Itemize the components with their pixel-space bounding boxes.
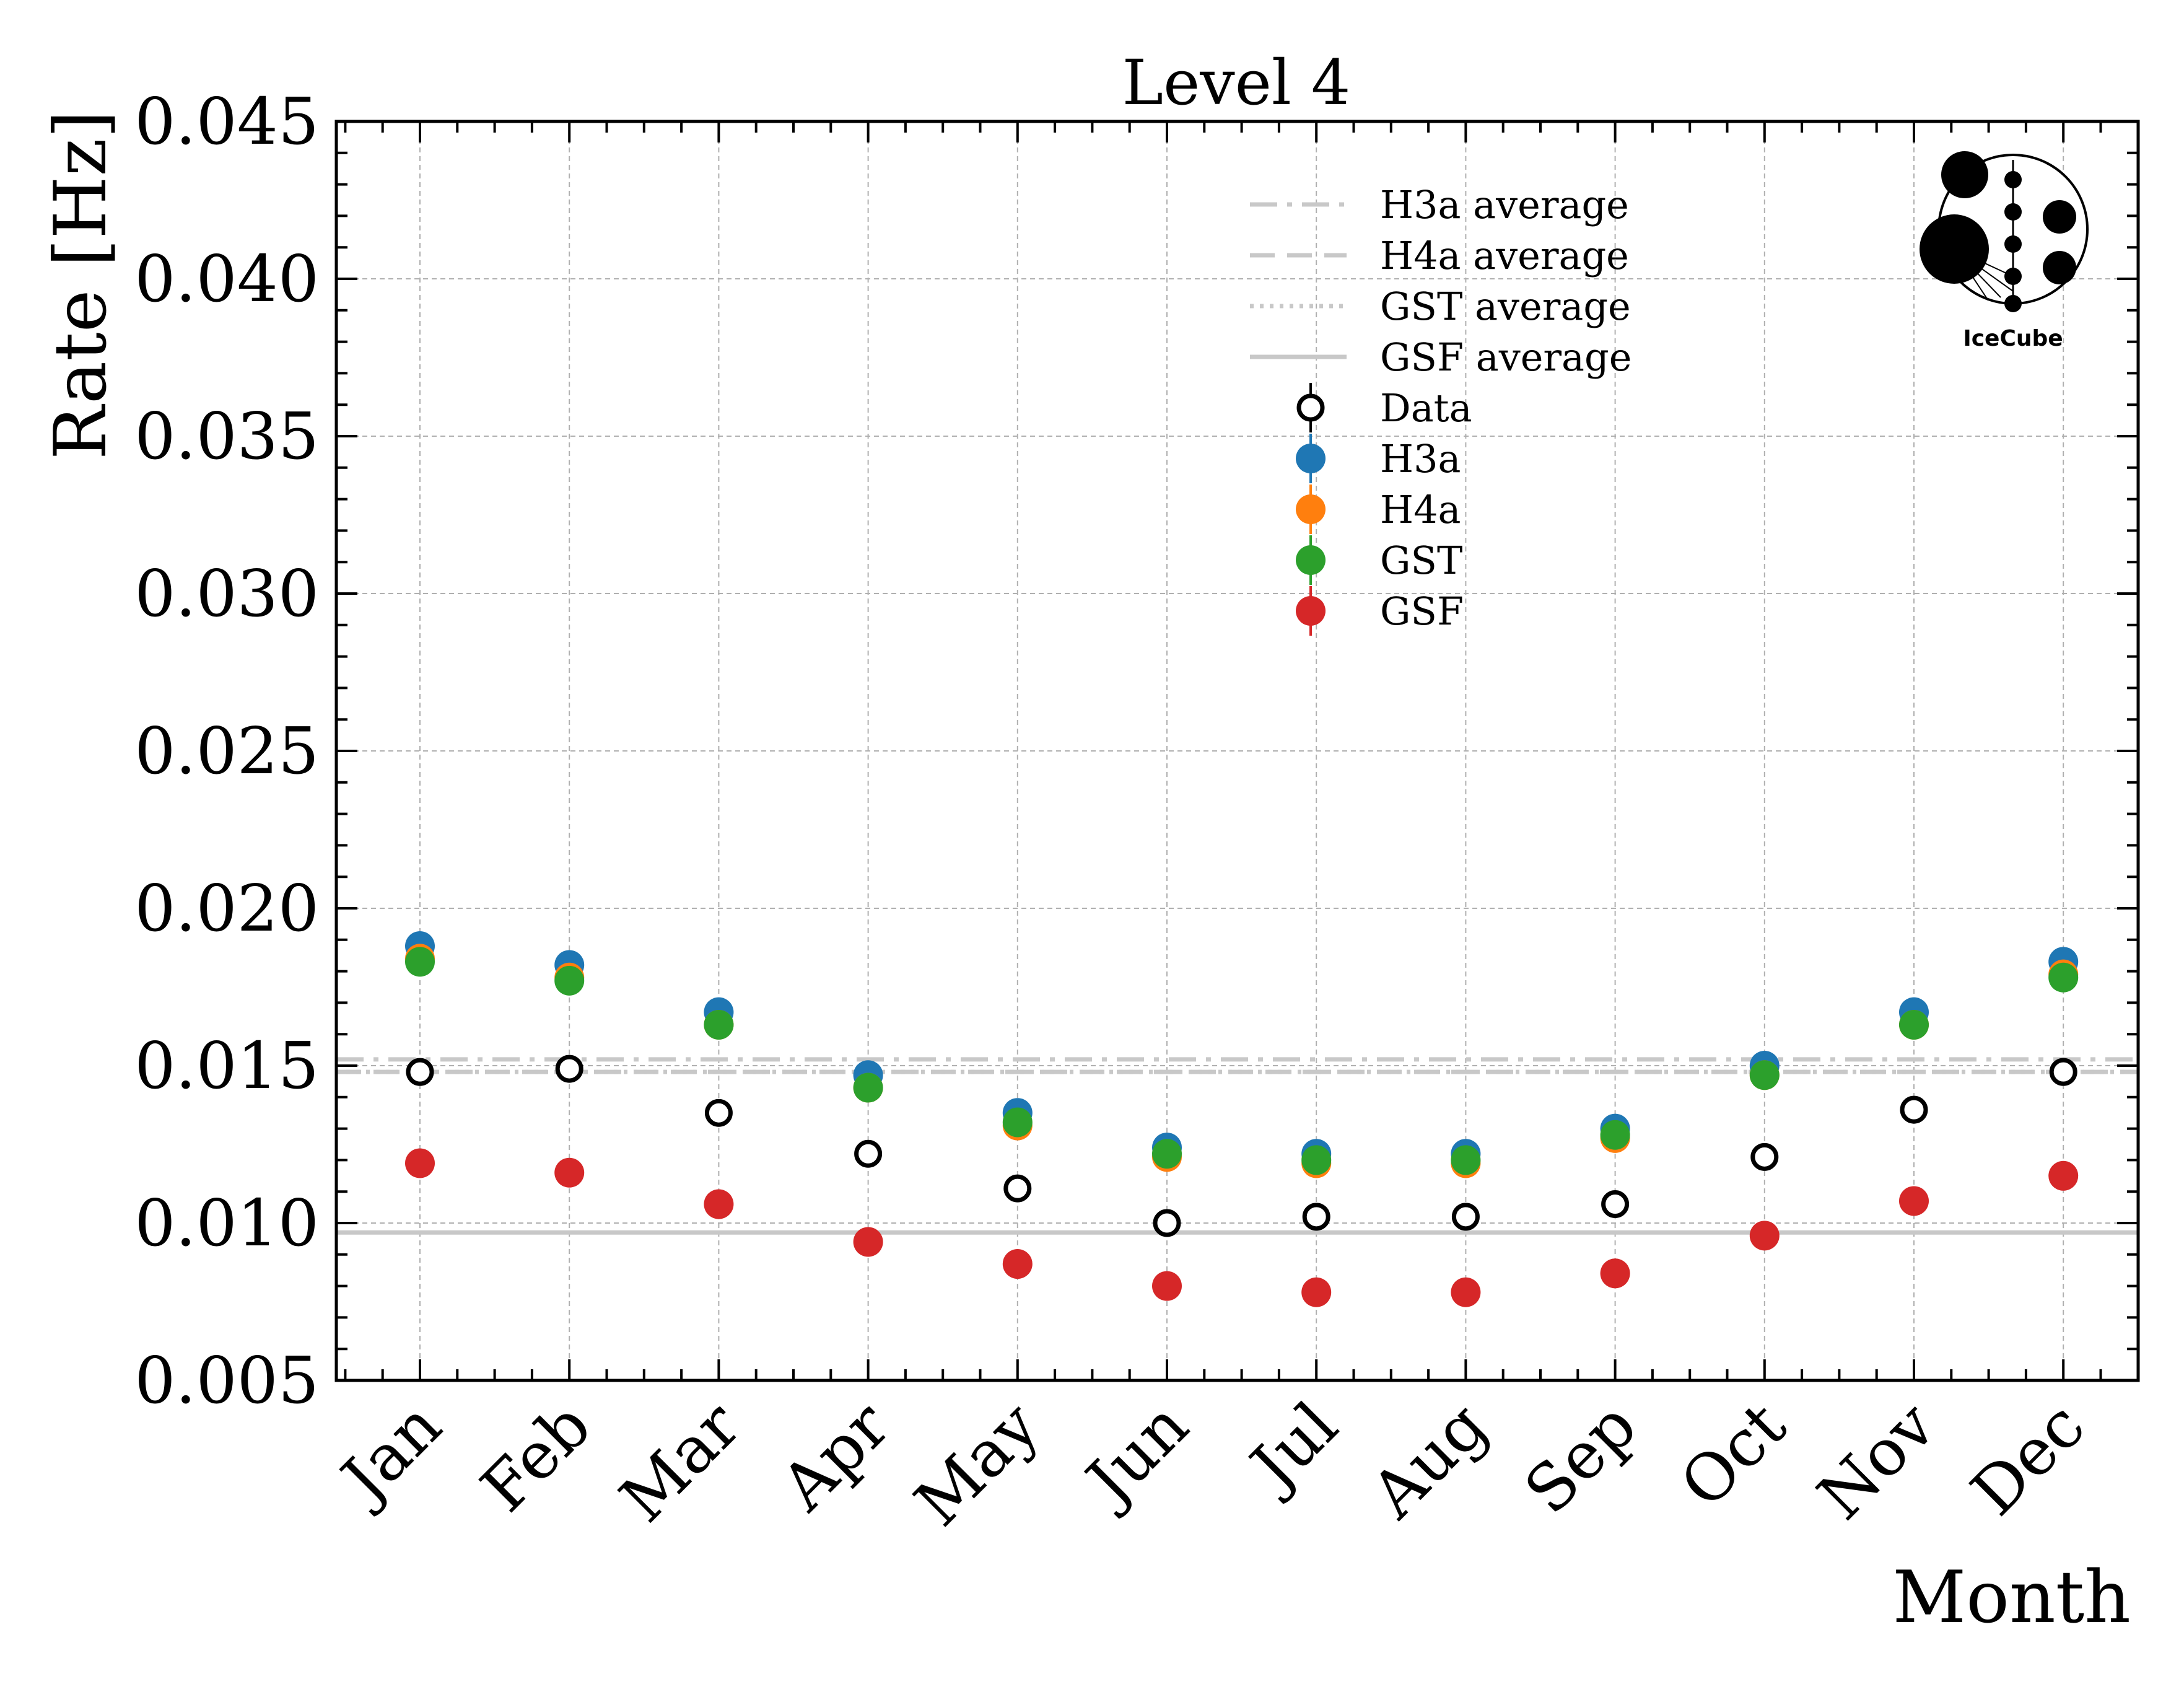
x-tick-label: Jun [1068,1387,1203,1522]
legend-marker [1296,494,1326,524]
data-point-gst [1600,1120,1630,1150]
data-point-gst [2048,962,2079,993]
data-point-data [1003,1174,1032,1203]
x-tick-label: Aug [1356,1387,1502,1533]
icecube-logo-text: IceCube [1963,326,2063,351]
legend-marker [1296,596,1326,626]
data-points [405,931,2079,1307]
data-point-gst [405,947,435,977]
x-tick-label: Apr [766,1387,904,1525]
legend-marker [1296,545,1326,575]
data-point-data [1153,1209,1181,1237]
legend-label: GST average [1380,284,1631,329]
y-tick-label: 0.045 [134,84,319,159]
x-tick-label: Nov [1803,1387,1950,1534]
data-point-data [704,1099,733,1127]
legend-label: GSF [1380,589,1464,634]
data-point-gsf [1301,1277,1332,1307]
data-point-gst [1002,1107,1033,1138]
data-point-gst [554,965,585,996]
data-point-gsf [853,1227,883,1257]
data-point-data [1451,1203,1480,1231]
legend-label: GST [1380,538,1462,583]
data-point-gst [1451,1145,1481,1175]
average-lines [336,1057,2138,1235]
x-axis-label: Month [1892,1556,2131,1639]
data-point-data [555,1055,583,1083]
y-tick-labels: 0.005 0.010 0.015 0.020 0.025 0.030 0.035 0.040… [134,84,319,1418]
data-point-gsf [704,1189,734,1219]
data-point-gsf [405,1148,435,1178]
plot-frame [334,120,2140,1382]
x-tick-label: Dec [1957,1387,2099,1530]
data-point-data [2049,1058,2077,1086]
y-tick-label: 0.015 [134,1028,319,1103]
icecube-logo: IceCube [1920,151,2089,351]
x-tick-label: Mar [606,1387,755,1537]
legend: H3a average H4a average GST average GSF ave… [1250,182,1631,636]
data-point-gst [1301,1145,1332,1175]
x-tick-label: May [901,1387,1054,1540]
legend-label: H3a [1380,436,1461,481]
chart-title: Level 4 [1122,46,1351,119]
y-tick-label: 0.035 [134,398,319,474]
y-tick-label: 0.010 [134,1185,319,1261]
data-point-data [1900,1095,1928,1124]
y-tick-label: 0.020 [134,871,319,946]
data-point-gst [1152,1139,1182,1169]
data-point-data [854,1139,883,1168]
data-point-gst [853,1072,883,1103]
data-point-data [1302,1203,1330,1231]
data-point-gsf [1749,1221,1780,1251]
x-tick-label: Jul [1233,1387,1352,1507]
data-point-gsf [2048,1160,2079,1191]
data-point-gsf [1899,1186,1929,1216]
x-tick-label: Sep [1510,1387,1651,1528]
data-point-gst [704,1009,734,1040]
legend-label: H4a average [1380,233,1629,278]
data-point-gsf [1002,1249,1033,1279]
x-tick-label: Jan [323,1387,455,1519]
y-tick-label: 0.005 [134,1343,319,1418]
legend-marker [1296,393,1325,422]
data-point-gsf [1152,1271,1182,1301]
y-tick-label: 0.030 [134,556,319,631]
x-tick-label: Feb [466,1387,605,1526]
data-point-gsf [554,1157,585,1188]
data-point-data [1750,1142,1779,1171]
data-point-gst [1899,1009,1929,1040]
y-axis-label: Rate [Hz] [39,110,123,460]
legend-marker [1296,444,1326,473]
legend-label: GSF average [1380,335,1631,380]
axis-ticks [336,120,2138,1382]
data-point-gsf [1600,1258,1630,1289]
legend-label: H4a [1380,487,1461,532]
legend-label: Data [1380,385,1472,431]
x-tick-label: Oct [1666,1387,1800,1522]
data-point-gst [1749,1060,1780,1090]
y-tick-label: 0.025 [134,713,319,789]
data-point-data [406,1058,434,1086]
grid [336,121,2138,1381]
data-point-gsf [1451,1277,1481,1307]
data-point-data [1601,1190,1630,1219]
legend-label: H3a average [1380,182,1629,227]
y-tick-label: 0.040 [134,241,319,317]
